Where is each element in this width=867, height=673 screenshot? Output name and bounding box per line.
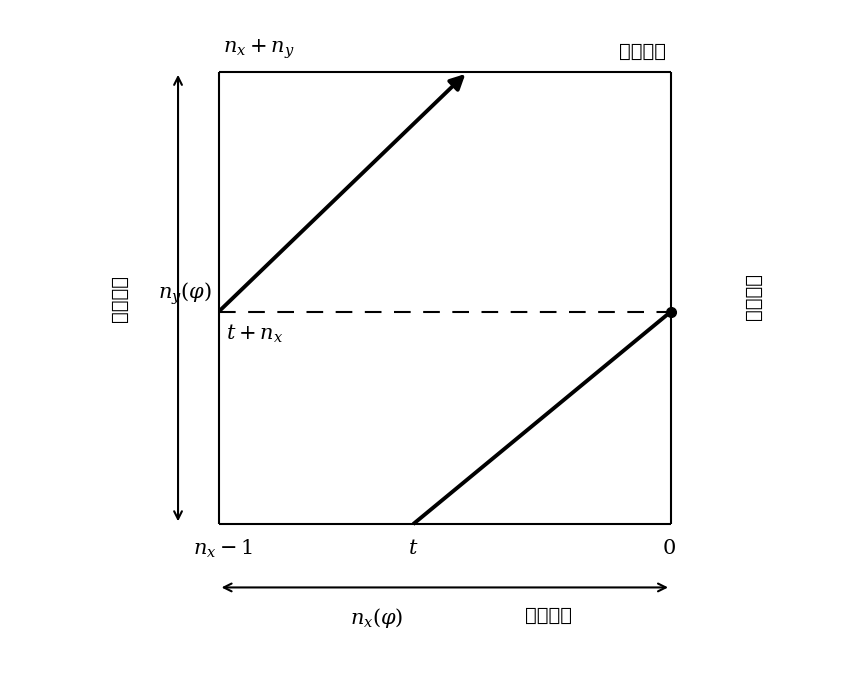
Text: 周期边界: 周期边界 — [619, 42, 667, 61]
Text: $n_x - 1$: $n_x - 1$ — [193, 538, 253, 560]
Text: 周期边界: 周期边界 — [110, 275, 129, 322]
Text: $n_x + n_y$: $n_x + n_y$ — [223, 37, 295, 61]
Text: $n_x(\varphi)$: $n_x(\varphi)$ — [350, 606, 404, 629]
Text: 周期边界: 周期边界 — [525, 606, 572, 625]
Text: $t + n_x$: $t + n_x$ — [225, 323, 283, 345]
Text: $n_y(\varphi)$: $n_y(\varphi)$ — [159, 281, 212, 307]
Text: $t$: $t$ — [408, 538, 419, 558]
Text: $0$: $0$ — [662, 538, 675, 558]
Text: 周期边界: 周期边界 — [743, 275, 762, 322]
